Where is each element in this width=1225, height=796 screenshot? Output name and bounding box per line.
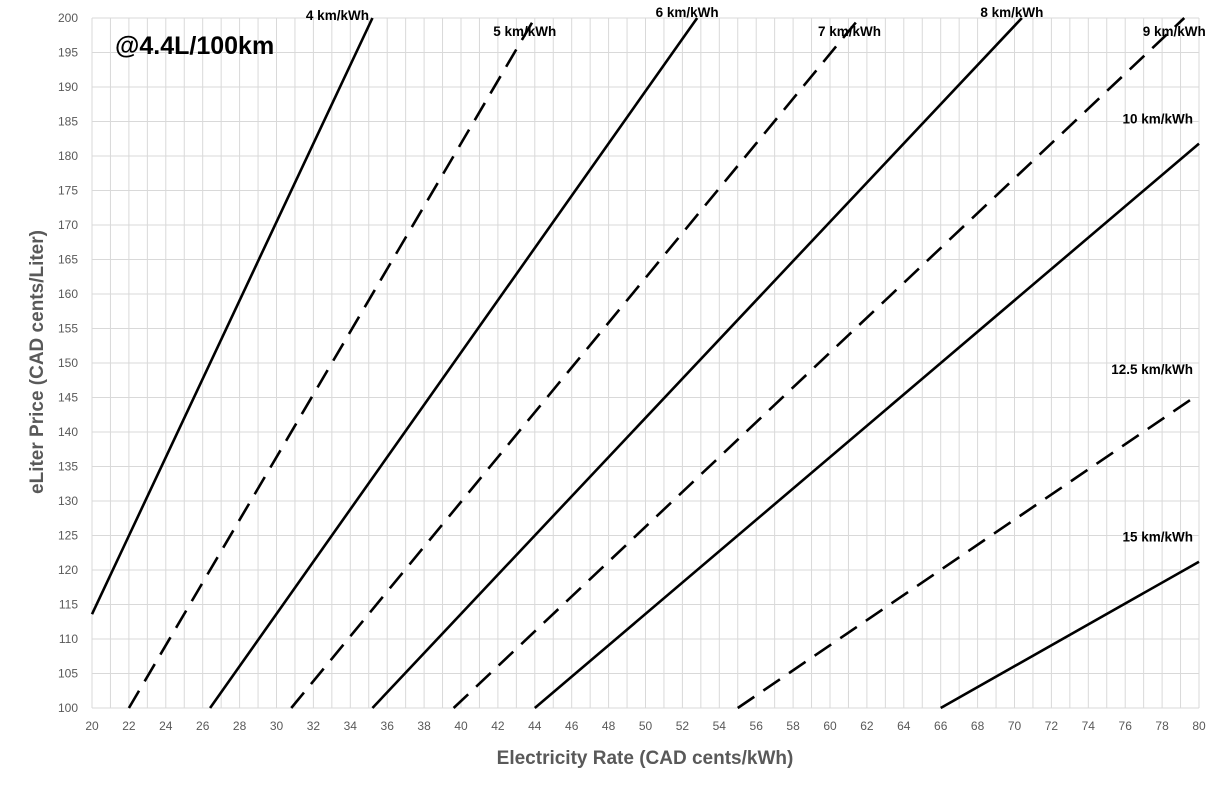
x-tick-label: 56 <box>750 719 764 733</box>
series-label-2: 6 km/kWh <box>656 5 719 20</box>
y-tick-label: 155 <box>58 322 78 336</box>
y-axis-title: eLiter Price (CAD cents/Liter) <box>27 230 48 494</box>
x-tick-label: 76 <box>1119 719 1133 733</box>
x-tick-label: 42 <box>491 719 505 733</box>
series-line-3 <box>290 17 861 709</box>
y-tick-label: 130 <box>58 494 78 508</box>
x-tick-label: 68 <box>971 719 985 733</box>
x-tick-label: 72 <box>1045 719 1059 733</box>
series-line-0 <box>90 17 374 615</box>
x-tick-label: 70 <box>1008 719 1022 733</box>
x-tick-label: 52 <box>676 719 690 733</box>
x-tick-label: 24 <box>159 719 173 733</box>
series-line-5 <box>452 17 1186 709</box>
series-line-4 <box>371 17 1023 709</box>
y-tick-label: 160 <box>58 287 78 301</box>
y-tick-label: 170 <box>58 218 78 232</box>
y-tick-label: 145 <box>58 391 78 405</box>
x-tick-label: 26 <box>196 719 210 733</box>
x-tick-label: 50 <box>639 719 653 733</box>
y-tick-label: 120 <box>58 563 78 577</box>
x-tick-labels: 20 22 24 26 28 30 32 34 36 38 40 42 44 46 48 50 52 54 56 58… <box>85 719 1206 733</box>
x-tick-label: 62 <box>860 719 874 733</box>
x-tick-label: 60 <box>823 719 837 733</box>
x-tick-label: 78 <box>1155 719 1169 733</box>
x-tick-label: 28 <box>233 719 247 733</box>
y-tick-label: 115 <box>59 598 78 612</box>
y-tick-label: 195 <box>58 46 78 60</box>
x-tick-label: 54 <box>713 719 727 733</box>
y-tick-label: 125 <box>58 529 78 543</box>
x-tick-label: 44 <box>528 719 542 733</box>
x-tick-label: 36 <box>381 719 395 733</box>
series-label-4: 8 km/kWh <box>980 5 1043 20</box>
x-tick-label: 32 <box>307 719 321 733</box>
series-line-8 <box>940 560 1200 710</box>
x-tick-label: 38 <box>417 719 431 733</box>
x-tick-label: 22 <box>122 719 136 733</box>
series-lines <box>90 17 1200 710</box>
y-tick-label: 165 <box>58 253 78 267</box>
series-label-3: 7 km/kWh <box>818 24 881 39</box>
series-label-6: 10 km/kWh <box>1122 112 1193 127</box>
series-line-6 <box>533 142 1200 709</box>
x-tick-label: 64 <box>897 719 911 733</box>
series-label-1: 5 km/kWh <box>493 24 556 39</box>
x-tick-label: 48 <box>602 719 616 733</box>
gridlines <box>91 17 1200 709</box>
x-tick-label: 40 <box>454 719 468 733</box>
y-tick-labels: 100 105 110 115 120 125 130 135 140 145 150 155 160 1… <box>58 11 78 715</box>
y-tick-label: 185 <box>58 115 78 129</box>
x-tick-label: 58 <box>786 719 800 733</box>
series-label-5: 9 km/kWh <box>1143 24 1206 39</box>
x-axis-title: Electricity Rate (CAD cents/kWh) <box>497 748 794 769</box>
annotation-label: @4.4L/100km <box>115 32 274 60</box>
y-tick-label: 140 <box>58 425 78 439</box>
series-labels: 4 km/kWh 5 km/kWh 6 km/kWh 7 km/kWh 8 km/kWh… <box>306 5 1206 545</box>
series-label-7: 12.5 km/kWh <box>1111 362 1193 377</box>
x-tick-label: 20 <box>85 719 99 733</box>
y-tick-label: 190 <box>58 80 78 94</box>
x-tick-label: 74 <box>1082 719 1096 733</box>
series-line-1 <box>127 17 536 709</box>
series-label-8: 15 km/kWh <box>1122 530 1193 545</box>
series-line-2 <box>209 17 699 709</box>
y-tick-label: 150 <box>58 356 78 370</box>
y-tick-label: 175 <box>58 184 78 198</box>
y-tick-label: 100 <box>58 701 78 715</box>
y-tick-label: 105 <box>58 667 78 681</box>
x-tick-label: 66 <box>934 719 948 733</box>
y-tick-label: 135 <box>58 460 78 474</box>
y-tick-label: 180 <box>58 149 78 163</box>
series-label-0: 4 km/kWh <box>306 8 369 23</box>
y-tick-label: 110 <box>59 632 78 646</box>
y-tick-label: 200 <box>58 11 78 25</box>
x-tick-label: 30 <box>270 719 284 733</box>
x-tick-label: 46 <box>565 719 579 733</box>
x-tick-label: 80 <box>1192 719 1206 733</box>
x-tick-label: 34 <box>344 719 358 733</box>
